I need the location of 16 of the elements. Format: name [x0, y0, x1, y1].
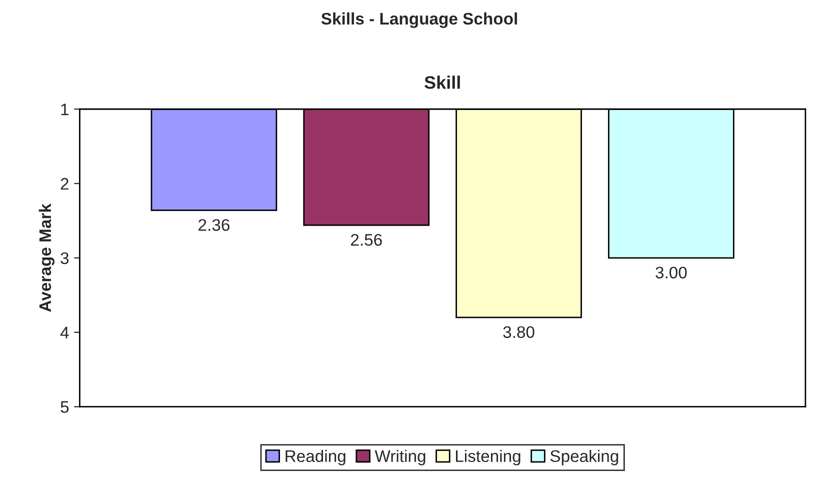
chart-title: Skills - Language School	[321, 12, 517, 28]
y-tick-label: 3	[60, 252, 69, 264]
legend-label: Writing	[374, 450, 426, 466]
y-tick-label: 4	[60, 326, 69, 338]
y-tick-label: 2	[60, 178, 68, 190]
data-label: 2.36	[198, 219, 230, 231]
data-label: 3.00	[656, 266, 687, 278]
x-tick-label: Skill	[424, 76, 460, 89]
data-label: 3.80	[503, 326, 534, 338]
legend-label: Reading	[286, 450, 346, 466]
legend-label: Speaking	[550, 450, 618, 466]
y-axis-title: Average Mark	[38, 204, 54, 312]
y-tick-label: 5	[60, 401, 69, 413]
y-tick-label: 1	[61, 104, 68, 116]
legend-label: Listening	[456, 450, 520, 466]
data-label: 2.56	[350, 234, 382, 246]
